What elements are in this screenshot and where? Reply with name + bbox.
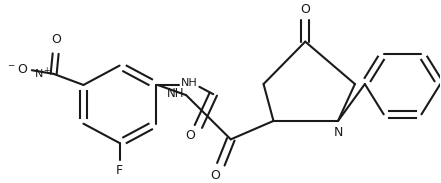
Text: N: N xyxy=(333,126,343,139)
Text: NH: NH xyxy=(167,87,184,100)
Text: NH: NH xyxy=(180,78,197,88)
Text: O: O xyxy=(186,129,195,142)
Text: F: F xyxy=(116,164,123,177)
Text: N$^+$: N$^+$ xyxy=(34,65,52,81)
Text: O: O xyxy=(52,33,62,46)
Text: $^-$O: $^-$O xyxy=(7,63,29,76)
Text: O: O xyxy=(210,169,220,182)
Text: O: O xyxy=(300,3,310,16)
